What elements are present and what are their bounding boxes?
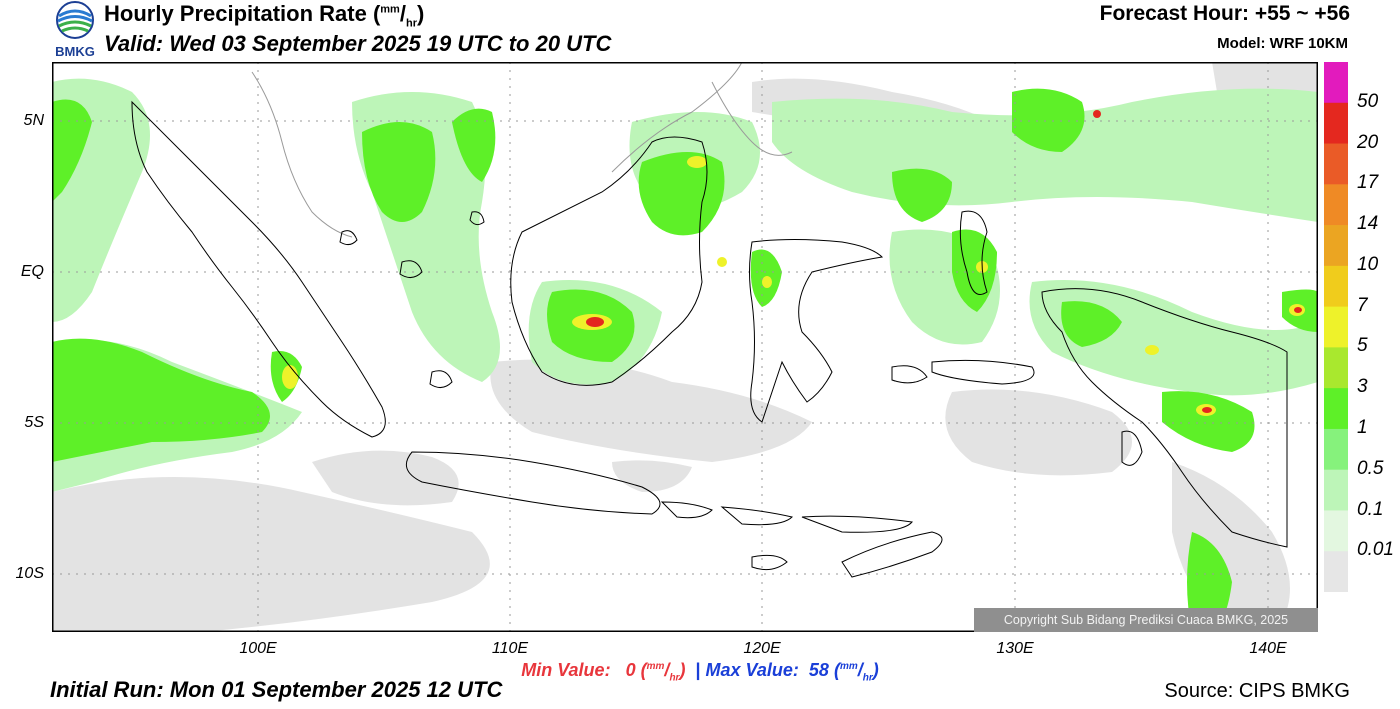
valid-time: Valid: Wed 03 September 2025 19 UTC to 2… [104,31,612,56]
colorbar-label: 50 [1357,90,1379,112]
colorbar-label: 5 [1357,335,1368,357]
colorbar-label: 14 [1357,213,1379,235]
precipitation-map [52,62,1318,632]
colorbar-swatch [1324,551,1348,592]
colorbar-label: 17 [1357,172,1379,194]
colorbar-label: 0.5 [1357,457,1384,479]
max-value: 58 [808,660,829,680]
colorbar-swatch [1324,347,1348,389]
copyright-notice: Copyright Sub Bidang Prediksi Cuaca BMKG… [974,608,1318,632]
colorbar-swatch [1324,265,1348,308]
colorbar-swatch [1324,225,1348,267]
kalimantan-outline [510,136,708,386]
seram-outline [931,359,1035,385]
java-outline [405,451,661,515]
colorbar-label: 7 [1357,294,1368,316]
colorbar-label: 0.01 [1357,539,1394,561]
lesser-sunda-outline [660,501,913,533]
lat-tick-5s: 5S [24,414,44,431]
min-value-label: Min Value: [521,660,611,680]
min-max-values: Min Value: 0 (mm/hr) | Max Value: 58 (mm… [521,660,879,684]
lon-tick-110e: 110E [491,640,529,657]
aru-outline [1121,430,1143,466]
colorbar-swatch [1324,143,1348,185]
lon-tick-140e: 140E [1249,640,1287,657]
colorbar-swatch [1324,184,1348,226]
colorbar-swatch [1324,62,1348,104]
min-value: 0 [625,660,636,680]
colorbar-label: 0.1 [1357,498,1384,520]
colorbar-swatch [1324,102,1348,145]
papua-outline [1041,288,1288,548]
lon-tick-130e: 130E [996,640,1034,657]
moderate-rain-areas [52,88,1318,632]
colorbar-label: 3 [1357,376,1368,398]
sumba-outline [751,554,788,571]
colorbar-swatch [1324,306,1348,348]
colorbar [1324,62,1348,592]
forecast-hour: Forecast Hour: +55 ~ +56 [1099,2,1350,25]
initial-run: Initial Run: Mon 01 September 2025 12 UT… [50,677,503,702]
colorbar-swatch [1324,428,1348,471]
drizzle-areas [52,62,1318,632]
colorbar-swatch [1324,469,1348,511]
logo-text: BMKG [55,44,95,59]
halmahera-outline [959,210,988,295]
heavy-rain-spots [282,110,1305,416]
indonesia-outlines [131,100,1288,578]
sulawesi-outline [749,239,884,423]
timor-outline [841,531,943,578]
lat-lon-grid [52,62,1318,632]
max-value-label: Max Value: [705,660,799,680]
data-source: Source: CIPS BMKG [1164,680,1350,702]
lon-tick-100e: 100E [239,640,277,657]
lon-tick-120e: 120E [743,640,781,657]
lat-tick-eq: EQ [20,263,44,280]
lat-tick-5n: 5N [23,112,44,129]
buru-outline [891,365,928,384]
colorbar-swatch [1324,510,1348,552]
bmkg-logo-icon [50,0,100,60]
sumatra-outline [131,100,386,438]
colorbar-swatch [1324,388,1348,430]
model-name: Model: WRF 10KM [1217,35,1348,52]
lat-tick-10s: 10S [15,565,44,582]
colorbar-label: 1 [1357,416,1368,438]
colorbar-label: 20 [1357,131,1379,153]
page-title: Hourly Precipitation Rate (mm/hr) [104,1,425,30]
colorbar-label: 10 [1357,253,1379,275]
value-separator: | [695,660,701,680]
